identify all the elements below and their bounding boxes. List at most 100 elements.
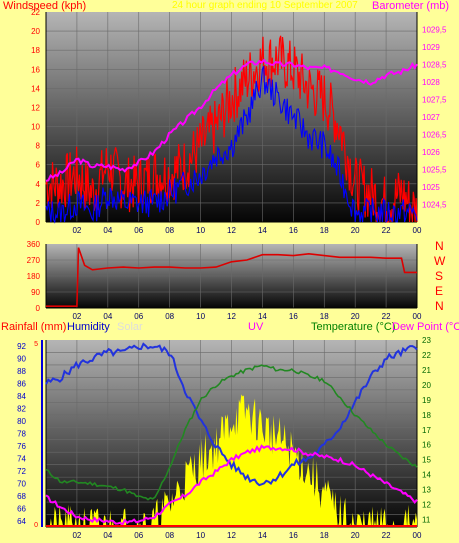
humidity-tick-label: 84 [17,392,26,401]
compass-w: W [434,254,446,268]
windspeed-tick-label: 12 [31,103,40,112]
x-tick-label: 22 [382,226,391,235]
x-tick-label: 20 [351,531,360,540]
winddir-tick-label: 270 [27,256,41,265]
temperature-tick-label: 23 [422,336,431,345]
barometer-tick-label: 1029 [422,43,440,52]
x-tick-label: 22 [382,531,391,540]
x-tick-label: 18 [320,226,329,235]
humidity-tick-label: 66 [17,504,26,513]
x-tick-label: 18 [320,312,329,321]
humidity-tick-label: 68 [17,492,26,501]
x-tick-label: 18 [320,531,329,540]
compass-n-top: N [435,239,444,253]
x-tick-label: 14 [258,226,267,235]
x-tick-label: 06 [134,531,143,540]
x-tick-label: 10 [196,312,205,321]
humidity-tick-label: 86 [17,380,26,389]
windspeed-tick-label: 8 [36,142,41,151]
windspeed-tick-label: 0 [36,218,41,227]
windspeed-tick-label: 20 [31,27,40,36]
x-tick-label: 08 [165,531,174,540]
temperature-tick-label: 16 [422,441,431,450]
barometer-tick-label: 1024,5 [422,201,447,210]
humidity-tick-label: 92 [17,342,26,351]
barometer-tick-label: 1028,5 [422,61,447,70]
compass-e: E [435,284,444,298]
temperature-line [45,364,418,501]
x-tick-label: 04 [103,226,112,235]
windspeed-tick-label: 18 [31,46,40,55]
x-tick-label: 04 [103,531,112,540]
x-tick-label: 22 [382,312,391,321]
temperature-tick-label: 19 [422,396,431,405]
solar-title: Solar [117,321,143,333]
rain-tick-label: 5 [34,341,38,348]
temperature-title: Temperature (°C) [311,321,396,333]
humidity-tick-label: 70 [17,479,26,488]
x-tick-label: 20 [351,226,360,235]
x-tick-label: 02 [72,531,81,540]
windspeed-tick-label: 14 [31,84,40,93]
x-tick-label: 06 [134,312,143,321]
winddir-tick-label: 360 [27,240,41,249]
humidity-tick-label: 64 [17,517,26,526]
x-tick-label: 10 [196,226,205,235]
windspeed-line [45,35,418,223]
temperature-tick-label: 18 [422,411,431,420]
winddir-tick-label: 0 [36,304,41,313]
rain-tick-label: 0 [34,522,38,529]
barometer-tick-label: 1025,5 [422,166,447,175]
windspeed-tick-label: 22 [31,8,40,17]
x-tick-label: 12 [227,531,236,540]
barometer-line [45,58,418,182]
windspeed-tick-label: 6 [36,161,41,170]
wind-direction-line [46,247,417,307]
humidity-line [45,342,418,487]
uv-title: UV [248,321,264,333]
temperature-tick-label: 17 [422,426,431,435]
humidity-tick-label: 76 [17,442,26,451]
barometer-tick-label: 1026 [422,148,440,157]
humidity-tick-label: 90 [17,355,26,364]
humidity-tick-label: 78 [17,430,26,439]
temperature-tick-label: 21 [422,366,431,375]
temperature-tick-label: 22 [422,351,431,360]
humidity-tick-label: 74 [17,454,26,463]
barometer-tick-label: 1027 [422,113,440,122]
x-tick-label: 16 [289,226,298,235]
barometer-tick-label: 1029,5 [422,26,447,35]
dewpoint-line [45,444,418,527]
x-tick-label: 00 [413,226,422,235]
barometer-axis-title: Barometer (mb) [372,0,450,12]
temperature-tick-label: 13 [422,486,431,495]
humidity-title: Humidity [67,321,110,333]
humidity-tick-label: 72 [17,467,26,476]
winddir-tick-label: 180 [27,272,41,281]
humidity-tick-label: 88 [17,367,26,376]
x-tick-label: 12 [227,312,236,321]
compass-s: S [435,269,444,283]
temperature-tick-label: 20 [422,381,431,390]
barometer-tick-label: 1026,5 [422,131,447,140]
windspeed-tick-label: 4 [36,180,41,189]
x-tick-label: 14 [258,531,267,540]
x-tick-label: 00 [413,312,422,321]
temperature-tick-label: 11 [422,516,431,525]
x-tick-label: 00 [413,531,422,540]
graph-title: 24 hour graph ending 10 September 2007 [172,0,358,11]
x-tick-label: 08 [165,226,174,235]
windspeed-tick-label: 2 [36,199,41,208]
x-tick-label: 04 [103,312,112,321]
windspeed-tick-label: 10 [31,123,40,132]
x-tick-label: 02 [72,312,81,321]
temperature-tick-label: 14 [422,471,431,480]
temperature-tick-label: 15 [422,456,431,465]
humidity-tick-label: 82 [17,405,26,414]
barometer-tick-label: 1028 [422,78,440,87]
barometer-tick-label: 1027,5 [422,96,447,105]
x-tick-label: 12 [227,226,236,235]
x-tick-label: 16 [289,312,298,321]
x-tick-label: 14 [258,312,267,321]
